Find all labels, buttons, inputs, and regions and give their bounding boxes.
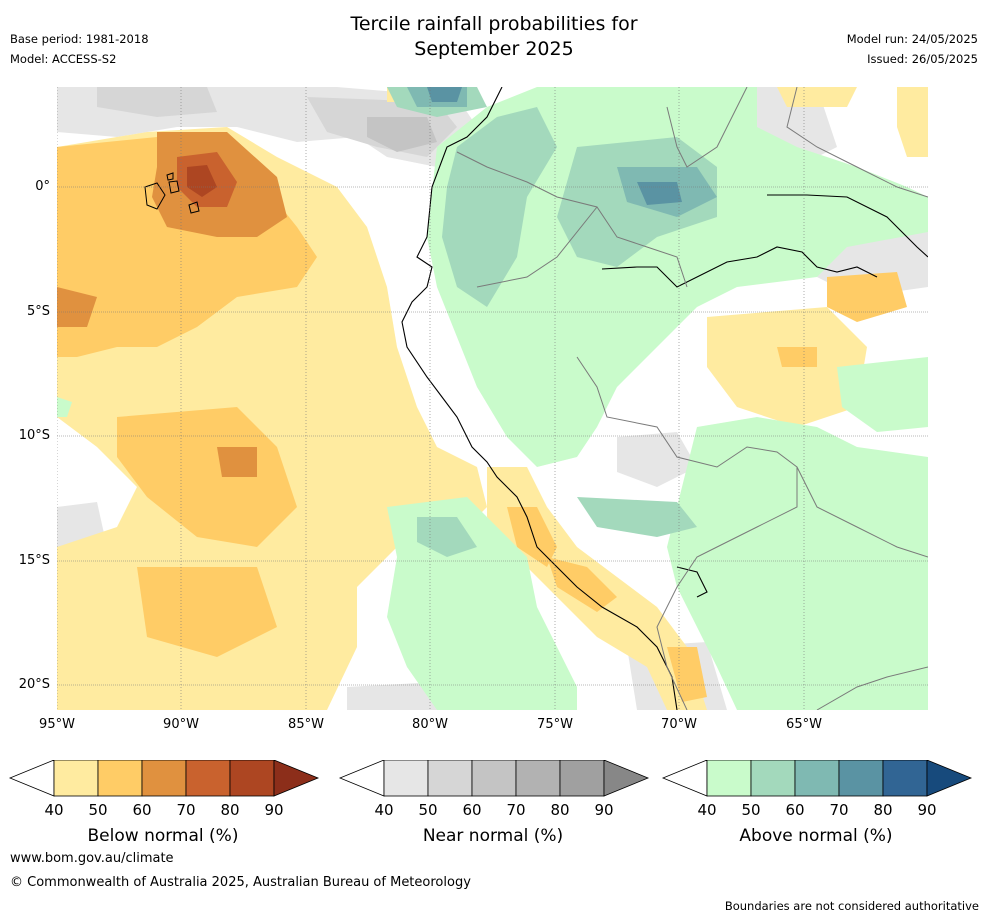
model-text: Model: ACCESS-S2	[10, 52, 117, 66]
coastlines	[401, 87, 928, 710]
colorbar-segment	[706, 760, 752, 797]
lon-label-85w: 85°W	[288, 717, 324, 732]
footer-note: Boundaries are not considered authoritat…	[724, 899, 979, 913]
galapagos-islands	[144, 172, 200, 214]
colorbar-tick-label: 60	[462, 801, 482, 819]
colorbar-tick-label: 60	[785, 801, 805, 819]
colorbar-segment	[97, 760, 143, 797]
colorbar-segment	[515, 760, 561, 797]
colorbar-tick-label: 50	[741, 801, 761, 819]
colorbar-tick-label: 50	[418, 801, 438, 819]
colorbar-tick-label: 70	[176, 801, 196, 819]
probability-map	[57, 87, 928, 710]
colorbar-extend-high	[603, 760, 650, 797]
colorbar-tick-label: 80	[873, 801, 893, 819]
chart-title: Tercile rainfall probabilities for Septe…	[0, 12, 988, 62]
colorbar-segment	[141, 760, 187, 797]
colorbar-tick-label: 80	[220, 801, 240, 819]
legend-title-above: Above normal (%)	[739, 826, 893, 846]
title-line-1: Tercile rainfall probabilities for	[350, 13, 638, 35]
colorbar-near-normal	[338, 760, 650, 797]
lat-label-0: 0°	[35, 179, 50, 194]
colorbar-extend-low	[661, 760, 708, 797]
above-normal-regions	[57, 87, 928, 710]
title-line-2: September 2025	[414, 38, 574, 60]
colorbar-segment	[53, 760, 99, 797]
colorbar-tick-label: 70	[829, 801, 849, 819]
lon-label-65w: 65°W	[786, 717, 822, 732]
footer-url: www.bom.gov.au/climate	[10, 851, 174, 866]
meta-right: Model run: 24/05/2025 Issued: 26/05/2025	[847, 29, 978, 69]
base-period-text: Base period: 1981-2018	[10, 32, 149, 46]
meta-left: Base period: 1981-2018 Model: ACCESS-S2	[10, 29, 149, 69]
colorbar-segment	[794, 760, 840, 797]
legend-title-below: Below normal (%)	[87, 826, 239, 846]
issued-text: Issued: 26/05/2025	[867, 52, 978, 66]
lat-label-5s: 5°S	[26, 304, 50, 319]
colorbar-tick-label: 60	[132, 801, 152, 819]
gridlines	[57, 87, 928, 710]
colorbar-segment	[427, 760, 473, 797]
legend-title-near: Near normal (%)	[422, 826, 564, 846]
footer-copyright: © Commonwealth of Australia 2025, Austra…	[10, 875, 471, 890]
colorbar-extend-high	[273, 760, 320, 797]
lon-label-70w: 70°W	[661, 717, 697, 732]
colorbar-above-normal	[661, 760, 973, 797]
colorbar-tick-label: 90	[917, 801, 937, 819]
colorbar-extend-low	[338, 760, 385, 797]
colorbar-segment	[383, 760, 429, 797]
lon-label-95w: 95°W	[39, 717, 75, 732]
colorbar-extend-low	[8, 760, 55, 797]
colorbar-below-normal	[8, 760, 320, 797]
colorbar-tick-label: 50	[88, 801, 108, 819]
colorbar-tick-label: 40	[374, 801, 394, 819]
colorbar-segment	[471, 760, 517, 797]
below-normal-regions	[57, 87, 928, 710]
colorbar-tick-label: 90	[264, 801, 284, 819]
lat-label-15s: 15°S	[18, 553, 50, 568]
colorbar-segment	[185, 760, 231, 797]
colorbar-segment	[750, 760, 796, 797]
lon-label-90w: 90°W	[163, 717, 199, 732]
colorbar-tick-label: 90	[594, 801, 614, 819]
colorbar-segment	[559, 760, 605, 797]
colorbars-svg	[8, 760, 973, 797]
colorbar-extend-high	[926, 760, 973, 797]
colorbar-segment	[882, 760, 928, 797]
country-borders	[456, 87, 928, 710]
model-run-text: Model run: 24/05/2025	[846, 32, 978, 46]
map-svg	[57, 87, 928, 710]
colorbar-tick-label: 40	[44, 801, 64, 819]
colorbar-segment	[229, 760, 275, 797]
colorbar-tick-label: 80	[550, 801, 570, 819]
lon-label-80w: 80°W	[412, 717, 448, 732]
colorbar-segment	[838, 760, 884, 797]
lat-label-10s: 10°S	[18, 428, 50, 443]
colorbar-tick-label: 40	[697, 801, 717, 819]
lat-label-20s: 20°S	[18, 677, 50, 692]
lon-label-75w: 75°W	[537, 717, 573, 732]
colorbar-tick-label: 70	[506, 801, 526, 819]
